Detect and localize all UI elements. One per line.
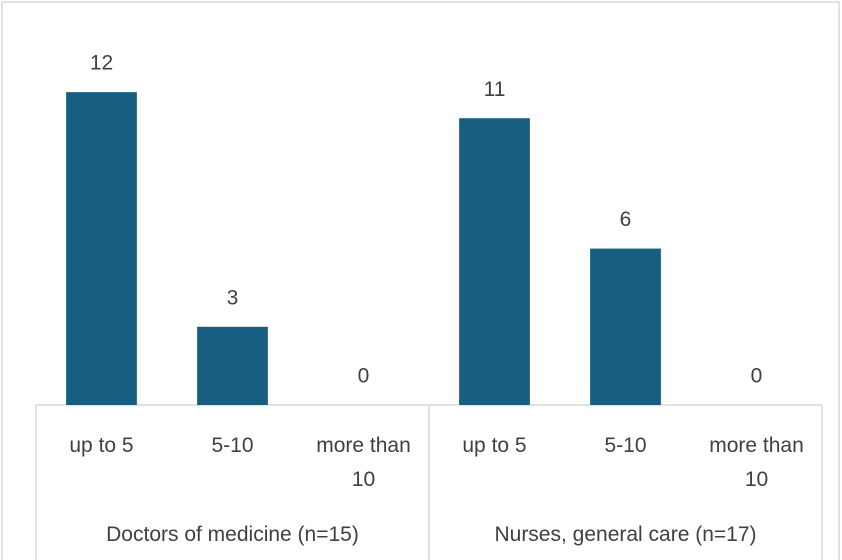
- bar: [197, 326, 268, 405]
- x-tick-label: up to 5: [69, 434, 134, 457]
- x-tick-label: 5-10: [211, 434, 254, 457]
- group-label: Nurses, general care (n=17): [494, 523, 757, 546]
- data-label: 0: [751, 365, 763, 388]
- data-label: 12: [90, 52, 113, 75]
- x-tick-label: more than 10: [709, 434, 804, 491]
- x-tick-label: 5-10: [604, 434, 647, 457]
- bar: [590, 248, 661, 405]
- x-tick-label: more than 10: [316, 434, 411, 491]
- bar: [459, 118, 530, 405]
- data-label: 11: [484, 78, 506, 101]
- data-label: 0: [358, 365, 370, 388]
- data-label: 3: [227, 286, 239, 309]
- x-tick-label: up to 5: [462, 434, 527, 457]
- group-label: Doctors of medicine (n=15): [106, 523, 359, 546]
- bar: [66, 92, 137, 406]
- data-label: 6: [620, 208, 632, 231]
